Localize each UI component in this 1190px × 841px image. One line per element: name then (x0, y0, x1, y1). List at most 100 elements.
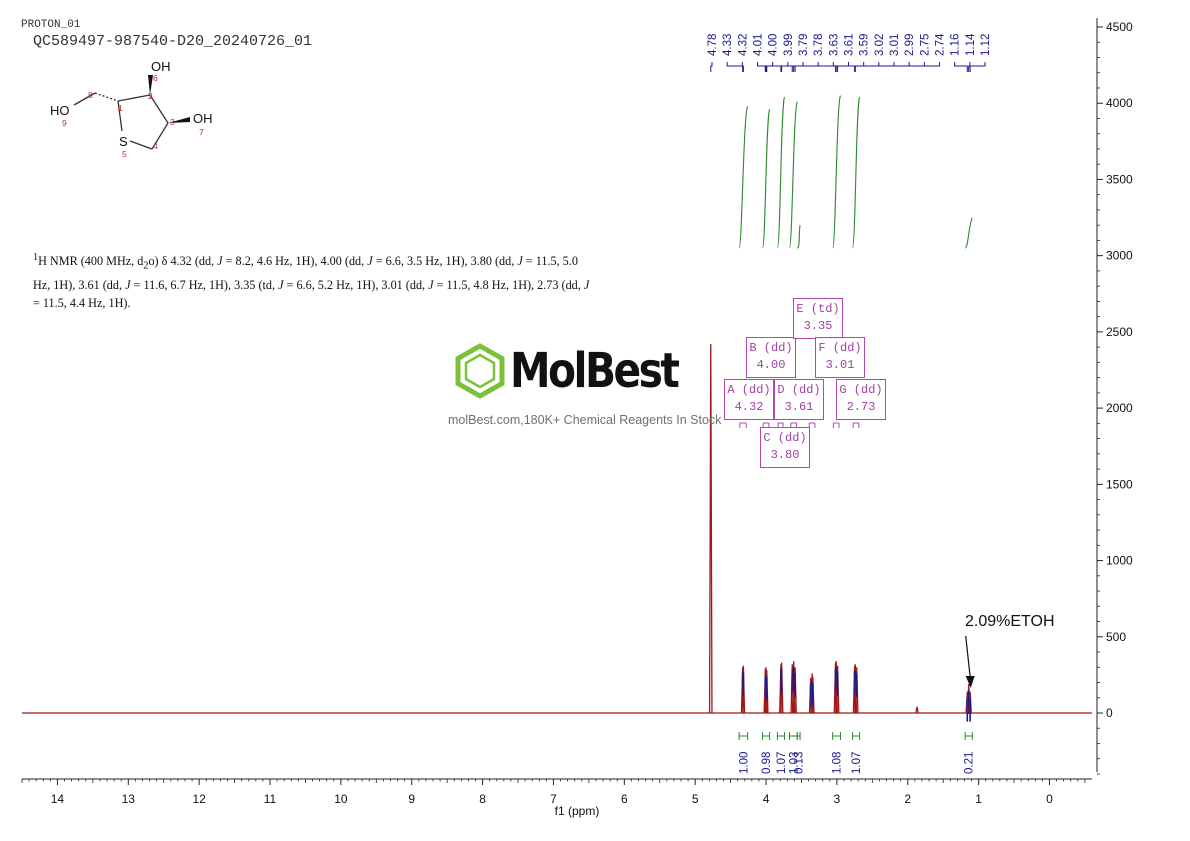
x-tick-label: 2 (904, 792, 911, 806)
spectrum-peak (708, 344, 713, 714)
peak-leader (741, 62, 744, 72)
y-tick-label: 1000 (1106, 554, 1133, 568)
y-tick-label: 3500 (1106, 172, 1133, 186)
integral-curve (964, 217, 973, 249)
x-tick-label: 14 (51, 792, 65, 806)
peak-leader (854, 62, 925, 72)
peak-leader (854, 62, 940, 72)
multiplet-box-e: E (td) 3.35 (793, 298, 843, 339)
peak-leader (794, 62, 865, 72)
bond-c2-c3 (149, 94, 169, 124)
spectrum-peak (779, 664, 783, 714)
peak-leader (791, 62, 834, 72)
bond-c3-c4 (151, 122, 169, 150)
nmr-description: 1H NMR (400 MHz, d2o) δ 4.32 (dd, J = 8.… (33, 252, 590, 310)
peak-label: 3.63 (828, 34, 840, 56)
x-tick-label: 11 (264, 792, 277, 806)
integral-curve (851, 96, 861, 249)
peak-label: 2.75 (919, 34, 931, 56)
watermark-brand: MolBest (510, 343, 680, 399)
peak-leader (726, 62, 744, 72)
peak-label: 3.99 (783, 34, 795, 56)
peak-leader (781, 62, 819, 72)
peak-label: 2.99 (904, 34, 916, 56)
molbest-logo-icon (455, 343, 505, 399)
etoh-annotation: 2.09%ETOH (965, 613, 1055, 630)
integral-value: 0.98 (761, 752, 773, 774)
atom-ho-9: HO (50, 103, 70, 118)
peak-label: 4.33 (722, 34, 734, 56)
integral-value: 0.13 (794, 752, 806, 774)
peak-label: 3.01 (889, 34, 901, 56)
etoh-arrow-head (965, 676, 975, 688)
bond-c1-c2 (117, 94, 151, 102)
peak-label: 2.74 (935, 33, 947, 56)
y-tick-label: 4000 (1106, 96, 1133, 110)
integral-curve (796, 225, 801, 249)
peak-leader (969, 62, 986, 72)
integral-value: 1.08 (832, 752, 844, 774)
x-tick-label: 5 (692, 792, 699, 806)
peak-leader (968, 62, 971, 72)
wedge-c3-oh (168, 117, 190, 123)
bond-c4-s5 (129, 140, 153, 150)
spectrum-peak (740, 667, 745, 714)
peak-label: 1.12 (980, 34, 992, 56)
peak-label: 3.79 (798, 34, 810, 56)
x-tick-label: 4 (763, 792, 770, 806)
integral-value: 1.03 (788, 752, 800, 774)
atom-number-6: 6 (153, 73, 158, 83)
wedge-c2-oh (148, 75, 153, 95)
spectrum-peak (741, 665, 746, 714)
molecule-structure: HO OH OH S 1 2 3 4 5 6 7 8 9 (50, 59, 213, 159)
peak-label: 4.01 (753, 34, 765, 56)
peak-label: 3.61 (844, 34, 856, 56)
atom-number-9: 9 (62, 118, 67, 128)
peak-label: 1.16 (950, 34, 962, 56)
y-tick-label: 1500 (1106, 477, 1133, 491)
spectrum-peak (854, 667, 859, 714)
multiplet-box-f: F (dd) 3.01 (815, 337, 865, 378)
peak-label: 4.78 (707, 34, 719, 56)
peak-leader (835, 62, 895, 72)
x-tick-label: 10 (334, 792, 348, 806)
peak-leader (757, 62, 766, 72)
integral-curve (788, 101, 798, 249)
integral-value: 1.00 (738, 752, 750, 774)
atom-number-7: 7 (199, 127, 204, 137)
peak-label: 4.00 (768, 34, 780, 56)
integral-value: 1.07 (776, 752, 788, 774)
x-tick-label: 8 (479, 792, 486, 806)
peak-label: 3.78 (813, 34, 825, 56)
multiplet-box-d: D (dd) 3.61 (774, 379, 824, 420)
y-tick-label: 3000 (1106, 249, 1133, 263)
atom-number-4: 4 (153, 141, 158, 151)
atom-number-3: 3 (170, 117, 175, 127)
multiplet-box-g: G (dd) 2.73 (836, 379, 886, 420)
spectrum-peak (793, 667, 797, 714)
y-tick-label: 4500 (1106, 20, 1133, 34)
spectrum-peak (779, 662, 784, 714)
bond-o9-c8 (73, 92, 96, 106)
integral-value: 1.07 (851, 752, 863, 774)
x-axis-title: f1 (ppm) (555, 804, 600, 818)
y-tick-label: 0 (1106, 706, 1113, 720)
x-tick-label: 12 (192, 792, 206, 806)
x-tick-label: 1 (975, 792, 982, 806)
peak-label: 3.02 (874, 34, 886, 56)
x-tick-label: 3 (834, 792, 841, 806)
bond-s5-c1 (117, 100, 123, 132)
atom-number-1: 1 (118, 103, 123, 113)
multiplet-box-b: B (dd) 4.00 (746, 337, 796, 378)
spectrum-peak (915, 706, 919, 714)
peak-leader (766, 62, 789, 72)
atom-number-2: 2 (148, 91, 153, 101)
integral-curve (761, 109, 771, 249)
experiment-name: PROTON_01 (21, 19, 81, 31)
y-tick-label: 500 (1106, 630, 1126, 644)
etoh-arrow-shaft (965, 635, 972, 683)
integral-curve (832, 95, 841, 249)
atom-oh-6: OH (151, 59, 171, 74)
x-tick-label: 9 (408, 792, 415, 806)
